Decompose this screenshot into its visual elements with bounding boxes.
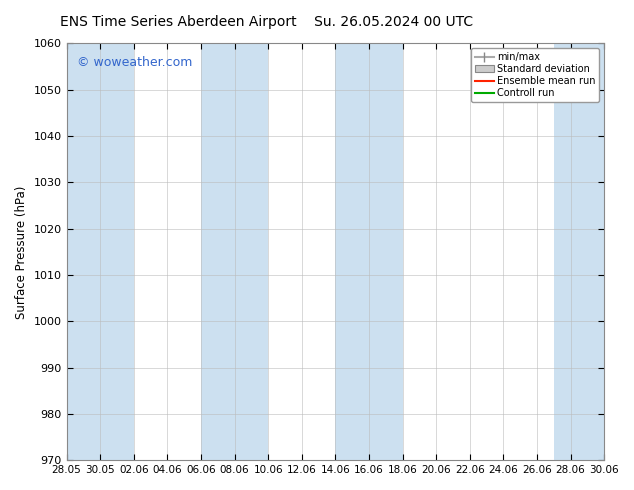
Bar	[201, 44, 268, 460]
Bar	[553, 44, 604, 460]
Text: ENS Time Series Aberdeen Airport    Su. 26.05.2024 00 UTC: ENS Time Series Aberdeen Airport Su. 26.…	[60, 15, 473, 29]
Y-axis label: Surface Pressure (hPa): Surface Pressure (hPa)	[15, 185, 28, 318]
Legend: min/max, Standard deviation, Ensemble mean run, Controll run: min/max, Standard deviation, Ensemble me…	[470, 49, 599, 102]
Bar	[335, 44, 403, 460]
Text: © woweather.com: © woweather.com	[77, 56, 193, 69]
Bar	[67, 44, 134, 460]
